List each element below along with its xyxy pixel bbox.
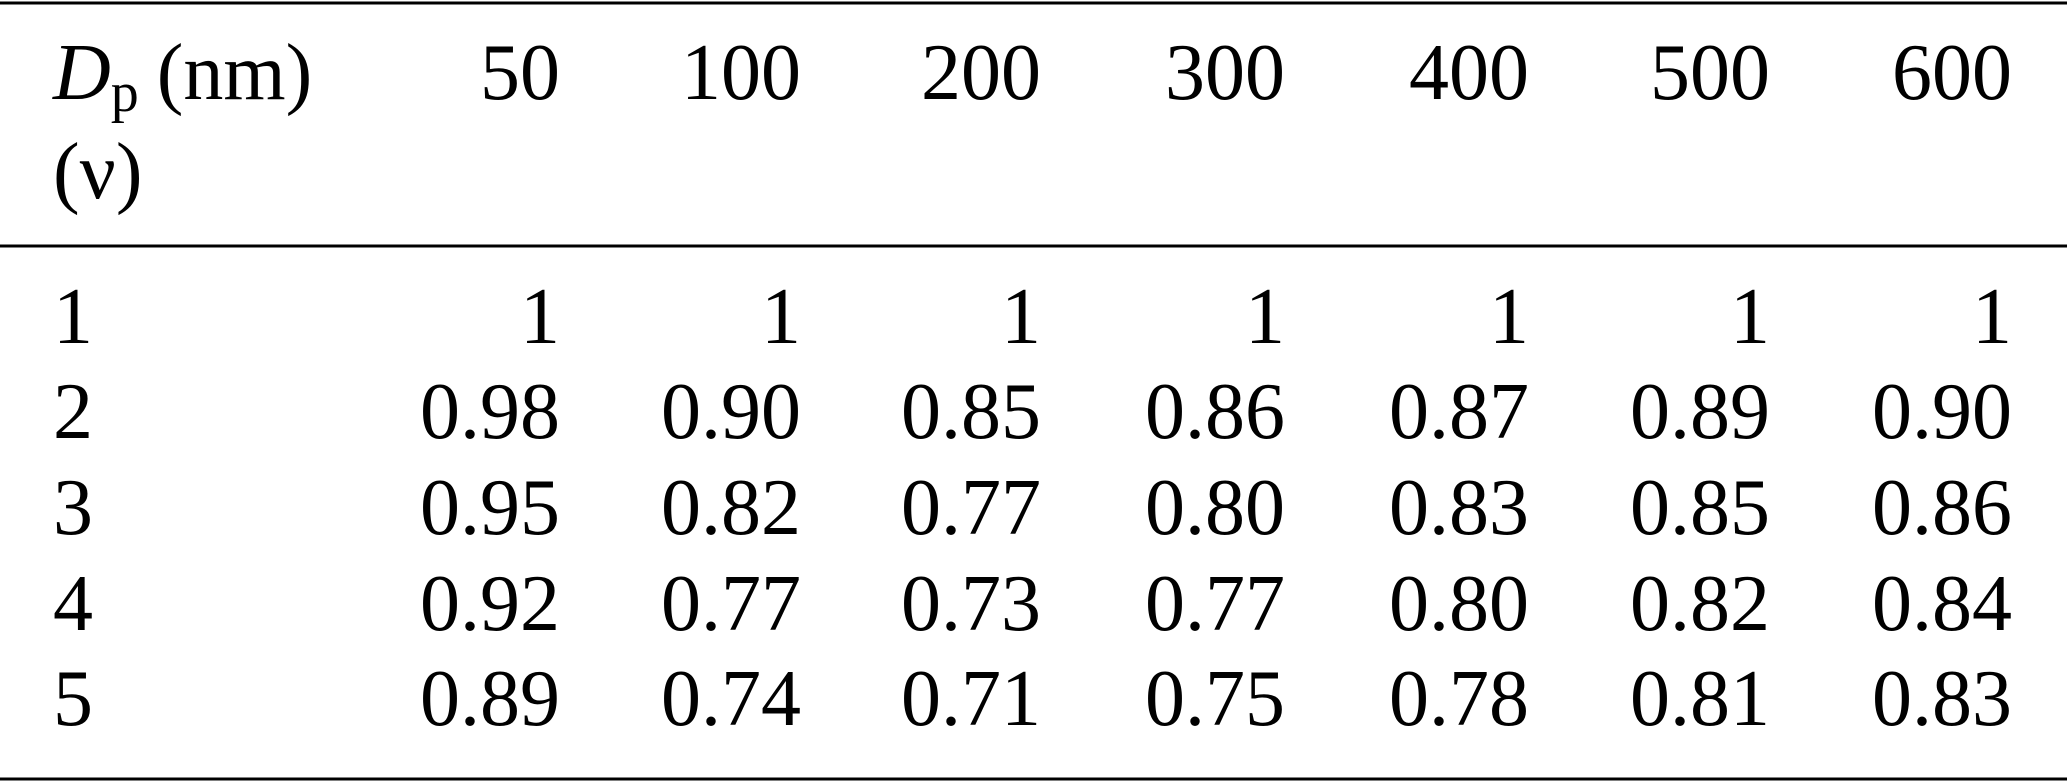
cell: 1 [1245, 273, 1285, 361]
cell: 1 [1001, 273, 1041, 361]
cell: 0.81 [1630, 655, 1770, 743]
column-header: 300 [1165, 29, 1285, 117]
cell: 0.95 [420, 464, 560, 552]
symbol: D [52, 29, 111, 117]
unit: (nm) [157, 29, 313, 117]
cell: 0.74 [661, 655, 801, 743]
cell: 0.85 [1630, 464, 1770, 552]
row-label: 3 [53, 464, 93, 552]
column-header: 200 [921, 29, 1041, 117]
row-label: 2 [53, 368, 93, 456]
cell: 0.84 [1872, 560, 2012, 648]
row-label: 4 [53, 560, 93, 648]
cell: 0.80 [1389, 560, 1529, 648]
cell: 0.85 [901, 368, 1041, 456]
cell: 0.73 [901, 560, 1041, 648]
cell: 0.71 [901, 655, 1041, 743]
cell: 0.82 [661, 464, 801, 552]
cell: 0.78 [1389, 655, 1529, 743]
cell: 1 [761, 273, 801, 361]
column-header: 400 [1409, 29, 1529, 117]
cell: 0.82 [1630, 560, 1770, 648]
cell: 0.89 [420, 655, 560, 743]
cell: 0.87 [1389, 368, 1529, 456]
cell: 1 [520, 273, 560, 361]
cell: 0.89 [1630, 368, 1770, 456]
subscript: p [111, 62, 139, 124]
row-label: 1 [53, 273, 93, 361]
cell: 0.83 [1872, 655, 2012, 743]
column-header: 50 [480, 29, 560, 117]
cell: 1 [1730, 273, 1770, 361]
cell: 0.77 [661, 560, 801, 648]
cell: 0.90 [1872, 368, 2012, 456]
cell: 0.75 [1145, 655, 1285, 743]
cell: 0.86 [1145, 368, 1285, 456]
column-header: 500 [1650, 29, 1770, 117]
cell: 1 [1489, 273, 1529, 361]
cell: 0.83 [1389, 464, 1529, 552]
row-label: 5 [53, 655, 93, 743]
cell: 0.77 [901, 464, 1041, 552]
header-label-line2: (ν) [53, 128, 142, 216]
header-label: Dp (nm) [52, 29, 312, 124]
cell: 0.90 [661, 368, 801, 456]
cell: 0.98 [420, 368, 560, 456]
cell: 0.77 [1145, 560, 1285, 648]
cell: 0.92 [420, 560, 560, 648]
column-header: 600 [1892, 29, 2012, 117]
column-header: 100 [681, 29, 801, 117]
cell: 0.86 [1872, 464, 2012, 552]
cell: 1 [1972, 273, 2012, 361]
cell: 0.80 [1145, 464, 1285, 552]
